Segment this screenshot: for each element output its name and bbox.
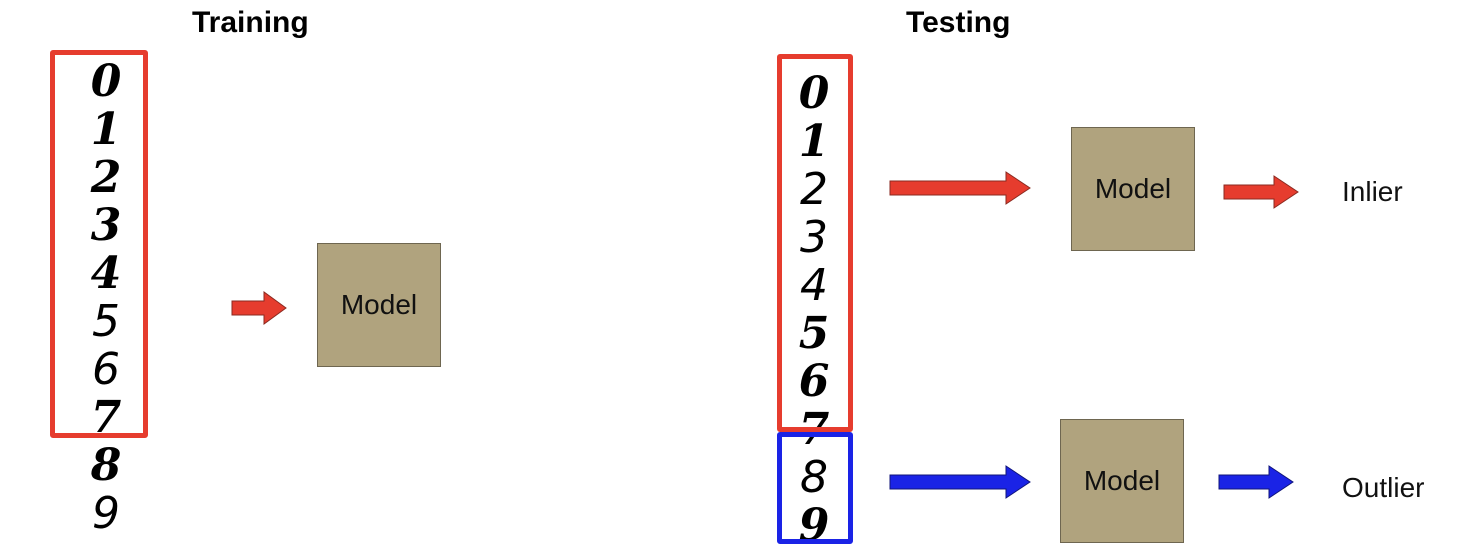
training-digit-9: 9 [92, 488, 120, 539]
inlier-model-box: Model [1071, 127, 1195, 251]
outlier-output-arrow-icon [1218, 465, 1294, 499]
outlier-model-box: Model [1060, 419, 1184, 543]
testing-digit-8: 8 [800, 452, 828, 503]
testing-digit-6: 6 [798, 356, 830, 407]
training-model-box: Model [317, 243, 441, 367]
testing-digit-column: 0 1 2 3 4 5 6 7 8 9 [774, 70, 854, 550]
training-digit-3: 3 [90, 200, 122, 251]
testing-digit-3: 3 [800, 212, 828, 263]
inlier-output-arrow-icon [1223, 175, 1299, 209]
testing-digit-0: 0 [798, 68, 830, 119]
training-inlier-box [50, 50, 148, 438]
training-digit-6: 6 [92, 344, 120, 395]
training-digit-1: 1 [90, 104, 122, 155]
training-digit-0: 0 [90, 56, 122, 107]
training-digit-8: 8 [90, 440, 122, 491]
training-arrow-icon [231, 291, 287, 325]
outlier-input-arrow-icon [889, 465, 1031, 499]
outlier-label: Outlier [1342, 472, 1425, 503]
training-digit-2: 2 [90, 152, 122, 203]
training-digit-5: 5 [92, 296, 120, 347]
inlier-label: Inlier [1342, 176, 1403, 207]
testing-digit-5: 5 [798, 308, 830, 359]
testing-inlier-box [777, 54, 853, 432]
testing-digit-4: 4 [800, 260, 828, 311]
testing-digit-1: 1 [798, 116, 830, 167]
testing-title: Testing [906, 6, 1011, 39]
testing-outlier-box [777, 432, 853, 544]
training-title: Training [192, 6, 309, 39]
training-digit-4: 4 [90, 248, 122, 299]
testing-digit-2: 2 [800, 164, 828, 215]
inlier-input-arrow-icon [889, 171, 1031, 205]
